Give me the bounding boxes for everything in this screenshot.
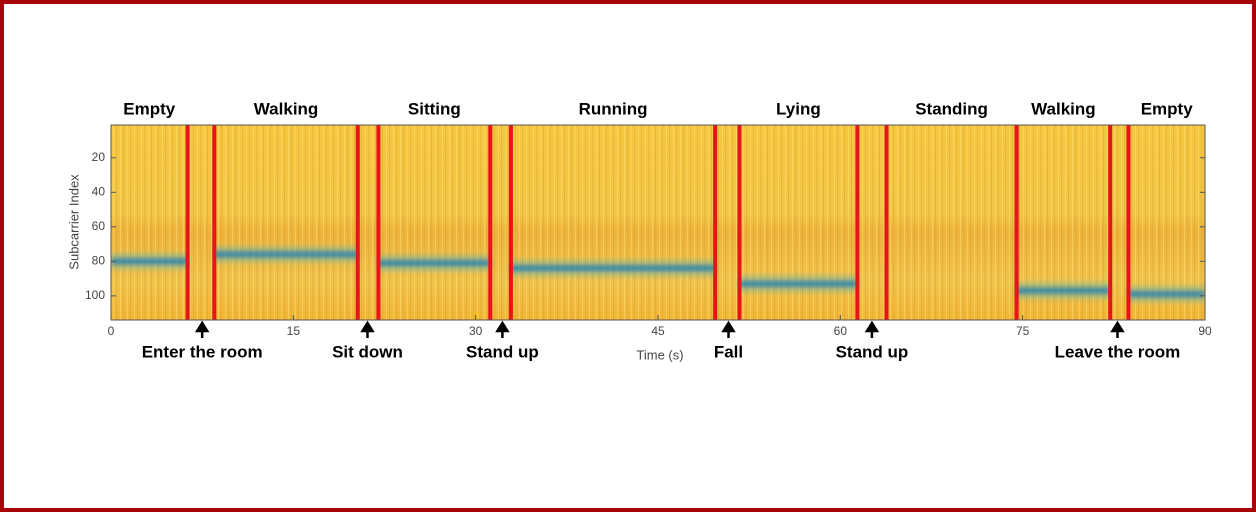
activity-label: Walking xyxy=(1031,99,1096,118)
y-tick-label: 20 xyxy=(92,150,106,164)
boundary-line xyxy=(1015,125,1019,320)
event-label: Enter the room xyxy=(142,342,263,361)
boundary-line xyxy=(488,125,492,320)
event-arrow xyxy=(197,323,207,338)
x-tick-label: 0 xyxy=(108,324,115,338)
y-tick-label: 100 xyxy=(85,288,105,302)
activity-label: Empty xyxy=(1141,99,1194,118)
chart: Empty Walking Sitting Running Lying Standing W… xyxy=(4,4,1252,508)
event-arrow xyxy=(1112,323,1122,338)
y-tick-label: 40 xyxy=(92,184,106,198)
x-tick-label: 15 xyxy=(287,324,301,338)
boundary-line xyxy=(356,125,360,320)
event-label: Stand up xyxy=(466,342,539,361)
event-label: Stand up xyxy=(836,342,909,361)
boundary-line xyxy=(855,125,859,320)
y-tick-label: 80 xyxy=(92,253,106,267)
activity-label: Standing xyxy=(915,99,988,118)
y-tick-label: 60 xyxy=(92,219,106,233)
frame: Empty Walking Sitting Running Lying Standing W… xyxy=(0,0,1256,512)
x-axis-label: Time (s) xyxy=(636,347,683,362)
x-tick-label: 60 xyxy=(834,324,848,338)
boundary-line xyxy=(376,125,380,320)
event-arrow xyxy=(497,323,507,338)
boundary-line xyxy=(713,125,717,320)
boundary-line xyxy=(1126,125,1130,320)
activity-label: Running xyxy=(579,99,648,118)
activity-label: Empty xyxy=(123,99,176,118)
x-tick-label: 30 xyxy=(469,324,483,338)
event-label: Fall xyxy=(714,342,743,361)
boundary-line xyxy=(1108,125,1112,320)
activity-label: Sitting xyxy=(408,99,461,118)
event-label: Leave the room xyxy=(1055,342,1181,361)
x-tick-label: 90 xyxy=(1198,324,1212,338)
band xyxy=(378,260,490,266)
band xyxy=(214,251,357,257)
boundary-line xyxy=(212,125,216,320)
activity-label: Lying xyxy=(776,99,821,118)
x-tick-label: 75 xyxy=(1016,324,1030,338)
band xyxy=(111,258,188,264)
event-arrow xyxy=(867,323,877,338)
boundary-line xyxy=(186,125,190,320)
boundary-line xyxy=(509,125,513,320)
y-axis-label: Subcarrier Index xyxy=(66,174,81,270)
event-arrow xyxy=(724,323,734,338)
band xyxy=(1128,291,1205,297)
boundary-line xyxy=(737,125,741,320)
band xyxy=(511,265,715,271)
band xyxy=(739,281,857,287)
x-tick-label: 45 xyxy=(651,324,665,338)
event-arrow xyxy=(362,323,372,338)
band xyxy=(1017,288,1111,294)
event-label: Sit down xyxy=(332,342,403,361)
activity-label: Walking xyxy=(254,99,319,118)
boundary-line xyxy=(885,125,889,320)
